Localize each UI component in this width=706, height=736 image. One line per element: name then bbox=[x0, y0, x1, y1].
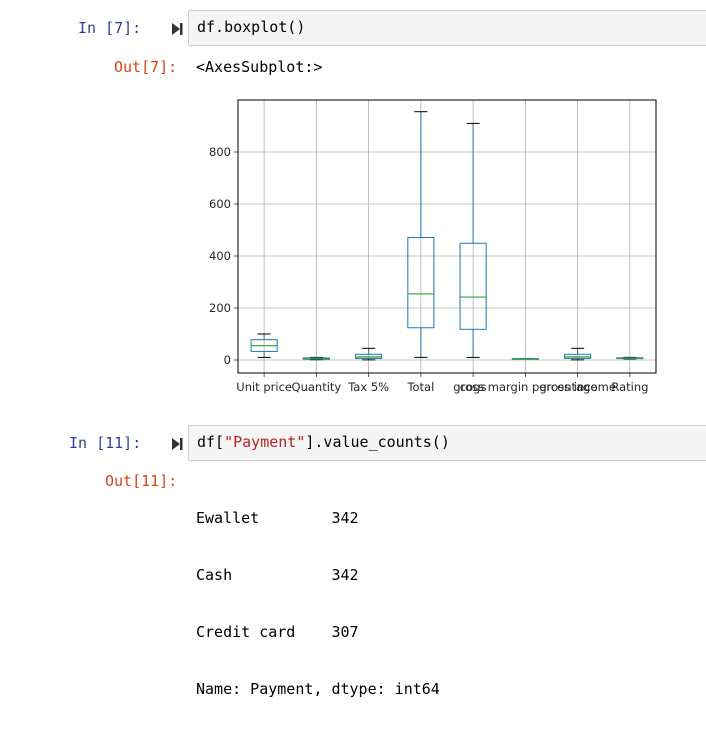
code-text: df["Payment"].value_counts() bbox=[197, 433, 450, 451]
run-cell-icon[interactable] bbox=[170, 22, 184, 36]
run-cell-icon[interactable] bbox=[170, 437, 184, 451]
output-line: Cash 342 bbox=[196, 566, 359, 584]
x-tick-label: Total bbox=[406, 380, 434, 394]
x-tick-label: cogs bbox=[460, 380, 487, 394]
code-input[interactable]: df.boxplot() bbox=[188, 10, 706, 46]
y-tick-label: 400 bbox=[209, 249, 231, 263]
out-prompt: Out[7]: bbox=[114, 58, 178, 76]
output-block: Ewallet 342 Cash 342 Credit card 307 Nam… bbox=[196, 472, 440, 736]
out-prompt: Out[11]: bbox=[105, 472, 178, 490]
code-string: "Payment" bbox=[224, 433, 306, 451]
x-tick-label: Rating bbox=[611, 380, 648, 394]
x-tick-label: gross margin percentage bbox=[453, 380, 597, 394]
in-prompt: In [11]: bbox=[69, 434, 142, 452]
y-tick-label: 800 bbox=[209, 145, 231, 159]
output-text: <AxesSubplot:> bbox=[196, 58, 323, 76]
code-input[interactable]: df["Payment"].value_counts() bbox=[188, 425, 706, 461]
box bbox=[407, 237, 435, 329]
output-line: Name: Payment, dtype: int64 bbox=[196, 680, 440, 698]
code-text: df.boxplot() bbox=[197, 18, 306, 36]
boxplot-chart: 0 200 400 600 800 Unit price Quantity Tax 5% Tot… bbox=[209, 99, 657, 394]
y-tick-label: 600 bbox=[209, 197, 231, 211]
x-tick-label: Quantity bbox=[292, 380, 342, 394]
in-prompt: In [7]: bbox=[78, 19, 142, 37]
y-tick-label: 200 bbox=[209, 301, 231, 315]
code-suffix: ].value_counts() bbox=[305, 433, 450, 451]
box bbox=[459, 242, 487, 330]
x-tick-label: gross income bbox=[539, 380, 616, 394]
output-line: Ewallet 342 bbox=[196, 509, 359, 527]
output-line: Credit card 307 bbox=[196, 623, 359, 641]
y-tick-label: 0 bbox=[224, 353, 231, 367]
axes-frame bbox=[237, 99, 657, 374]
x-tick-label: Tax 5% bbox=[347, 380, 389, 394]
code-prefix: df[ bbox=[197, 433, 225, 451]
x-tick-label: Unit price bbox=[236, 380, 292, 394]
